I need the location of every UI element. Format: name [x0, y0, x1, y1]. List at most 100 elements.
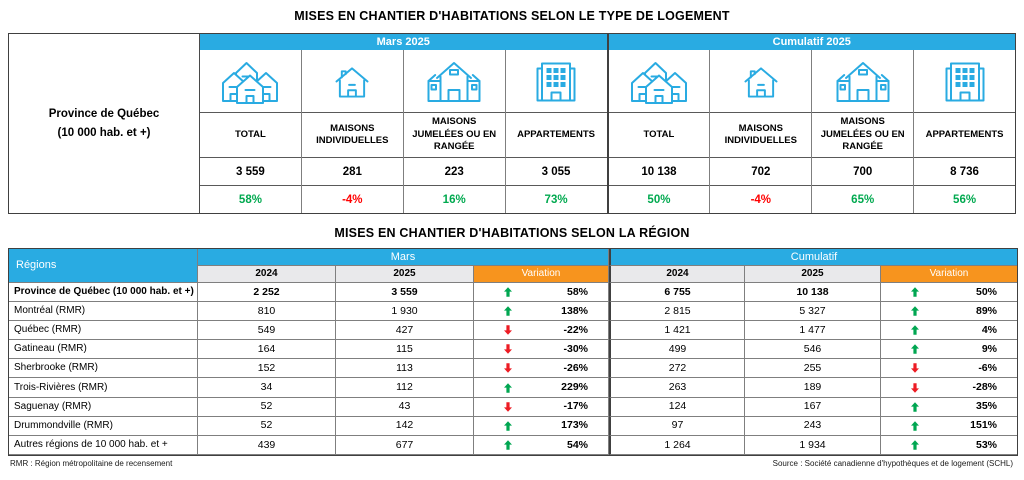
- icon-cell: [914, 50, 1015, 112]
- type-value: 702: [710, 158, 812, 186]
- variation-value: 50%: [975, 285, 997, 298]
- icon-cell: [609, 50, 710, 112]
- variation-value: -22%: [563, 323, 588, 336]
- value-cell: 1 421: [609, 321, 745, 341]
- value-cell: 1 264: [609, 435, 745, 455]
- type-label: APPARTEMENTS: [505, 112, 607, 158]
- variation-value: 53%: [975, 438, 997, 451]
- type-label: TOTAL: [608, 112, 710, 158]
- type-variation: 73%: [544, 193, 568, 206]
- variation-cell: 173%: [474, 416, 609, 436]
- variation-cell: 4%: [881, 321, 1017, 341]
- semi-detached-house-icon: [425, 60, 483, 102]
- value-cell: 189: [745, 378, 881, 398]
- regions-column-header: Régions: [9, 249, 198, 283]
- variation-cell: 54%: [474, 435, 609, 455]
- type-variation: 65%: [851, 193, 875, 206]
- variation-cell: 89%: [881, 302, 1017, 322]
- region-name-cell: Québec (RMR): [9, 321, 198, 341]
- mars-2024-header: 2024: [198, 266, 336, 283]
- region-name-cell: Autres régions de 10 000 hab. et +: [9, 435, 198, 455]
- houses-cluster-icon: [220, 58, 280, 104]
- region-name-cell: Sherbrooke (RMR): [9, 359, 198, 379]
- region-table-title: MISES EN CHANTIER D'HABITATIONS SELON LA…: [334, 226, 690, 240]
- variation-value: -17%: [563, 400, 588, 413]
- variation-cell: 138%: [474, 302, 609, 322]
- value-cell: 142: [336, 416, 474, 436]
- apartment-building-icon: [533, 60, 579, 102]
- type-variation: -4%: [750, 193, 772, 206]
- variation-value: -6%: [978, 362, 997, 375]
- period-band: Cumulatif 2025: [608, 34, 1015, 50]
- icon-cell: [506, 50, 607, 112]
- value-cell: 113: [336, 359, 474, 379]
- value-cell: 499: [609, 340, 745, 360]
- type-value: 10 138: [608, 158, 710, 186]
- down-arrow-icon: [911, 382, 919, 393]
- type-table-section: Cumulatif 2025 TOTAL 10 138 50% MAISONS INDI…: [606, 34, 1015, 213]
- variation-cell: 58%: [474, 283, 609, 303]
- variation-value: 89%: [975, 304, 997, 317]
- type-value: 281: [301, 158, 403, 186]
- type-label: TOTAL: [200, 112, 301, 158]
- up-arrow-icon: [911, 439, 919, 450]
- value-cell: 2 815: [609, 302, 745, 322]
- variation-value: -26%: [563, 362, 588, 375]
- icon-cell: [200, 50, 301, 112]
- variation-value: -28%: [972, 381, 997, 394]
- value-cell: 427: [336, 321, 474, 341]
- value-cell: 115: [336, 340, 474, 360]
- region-name-cell: Saguenay (RMR): [9, 397, 198, 417]
- cumulatif-2025-header: 2025: [745, 266, 881, 283]
- down-arrow-icon: [504, 363, 512, 374]
- value-cell: 112: [336, 378, 474, 398]
- variation-cell: -28%: [881, 378, 1017, 398]
- icon-cell: [812, 50, 913, 112]
- value-cell: 272: [609, 359, 745, 379]
- value-cell: 164: [198, 340, 336, 360]
- value-cell: 255: [745, 359, 881, 379]
- value-cell: 52: [198, 397, 336, 417]
- up-arrow-icon: [504, 306, 512, 316]
- value-cell: 10 138: [745, 283, 881, 303]
- variation-value: -30%: [563, 343, 588, 356]
- semi-detached-house-icon: [834, 60, 892, 102]
- value-cell: 810: [198, 302, 336, 322]
- type-variation: 56%: [953, 193, 977, 206]
- value-cell: 677: [336, 435, 474, 455]
- variation-cell: 35%: [881, 398, 1017, 417]
- type-label: APPARTEMENTS: [914, 112, 1015, 158]
- value-cell: 1 934: [745, 435, 881, 455]
- type-variation: 58%: [238, 193, 262, 206]
- variation-cell: 9%: [881, 340, 1017, 360]
- type-label: MAISONS JUMELÉES OU EN RANGÉE: [812, 112, 914, 158]
- rmr-footnote: RMR : Région métropolitaine de recenseme…: [10, 459, 173, 468]
- region-name-cell: Drummondville (RMR): [9, 416, 198, 436]
- variation-cell: -30%: [474, 340, 609, 360]
- type-table-section: Mars 2025 TOTAL 3 559 58% MAISONS INDIVIDUEL…: [200, 34, 607, 213]
- cumulatif-section-header: Cumulatif: [609, 249, 1017, 266]
- variation-cell: -6%: [881, 359, 1017, 379]
- type-table-title: MISES EN CHANTIER D'HABITATIONS SELON LE…: [294, 9, 730, 23]
- value-cell: 439: [198, 435, 336, 455]
- region-name-cell: Gatineau (RMR): [9, 340, 198, 360]
- type-value: 3 055: [505, 158, 607, 186]
- up-arrow-icon: [911, 287, 919, 297]
- up-arrow-icon: [911, 401, 919, 412]
- type-variation: 16%: [442, 193, 466, 206]
- variation-value: 35%: [975, 400, 997, 413]
- value-cell: 3 559: [336, 283, 474, 303]
- value-cell: 263: [609, 378, 745, 398]
- single-house-icon: [743, 65, 779, 98]
- region-name-cell: Province de Québec (10 000 hab. et +): [9, 283, 198, 303]
- value-cell: 549: [198, 321, 336, 341]
- mars-variation-header: Variation: [474, 266, 609, 283]
- value-cell: 124: [609, 397, 745, 417]
- down-arrow-icon: [504, 325, 512, 336]
- type-columns: TOTAL 10 138 50% MAISONS INDIVIDUELLES 702 -4…: [608, 50, 1015, 213]
- up-arrow-icon: [911, 344, 919, 355]
- value-cell: 1 477: [745, 321, 881, 341]
- variation-cell: 50%: [881, 283, 1017, 303]
- value-cell: 97: [609, 416, 745, 436]
- up-arrow-icon: [504, 420, 512, 431]
